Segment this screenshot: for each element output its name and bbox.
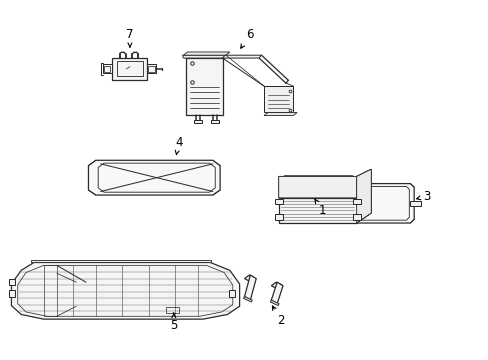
Polygon shape <box>264 113 297 116</box>
Polygon shape <box>356 169 370 223</box>
Polygon shape <box>193 120 201 123</box>
Polygon shape <box>112 58 147 80</box>
Polygon shape <box>182 55 225 58</box>
Polygon shape <box>222 55 261 58</box>
Text: 2: 2 <box>272 306 284 327</box>
Polygon shape <box>278 189 370 198</box>
Polygon shape <box>356 169 370 223</box>
Polygon shape <box>183 52 229 55</box>
Polygon shape <box>11 262 239 319</box>
Polygon shape <box>88 160 220 195</box>
Text: 7: 7 <box>126 28 133 47</box>
Text: 5: 5 <box>170 313 177 332</box>
Polygon shape <box>228 291 234 297</box>
Polygon shape <box>31 260 211 262</box>
Polygon shape <box>102 64 112 73</box>
Text: 3: 3 <box>416 190 430 203</box>
Polygon shape <box>244 275 254 281</box>
Polygon shape <box>278 169 370 198</box>
Text: 6: 6 <box>240 28 253 48</box>
Polygon shape <box>244 275 256 300</box>
Polygon shape <box>243 297 252 302</box>
Polygon shape <box>9 291 15 297</box>
Polygon shape <box>264 86 293 112</box>
Polygon shape <box>210 120 218 123</box>
Polygon shape <box>264 86 293 90</box>
Polygon shape <box>274 215 282 220</box>
Polygon shape <box>352 199 360 204</box>
Polygon shape <box>271 282 282 289</box>
Polygon shape <box>271 282 283 304</box>
Polygon shape <box>9 279 15 285</box>
Polygon shape <box>352 215 360 220</box>
Polygon shape <box>185 58 222 116</box>
Polygon shape <box>278 198 356 223</box>
Polygon shape <box>274 199 282 204</box>
Polygon shape <box>409 201 420 206</box>
Polygon shape <box>270 300 279 306</box>
Text: 1: 1 <box>314 199 325 217</box>
Polygon shape <box>318 184 413 223</box>
Text: 4: 4 <box>175 136 182 155</box>
Polygon shape <box>147 64 156 73</box>
